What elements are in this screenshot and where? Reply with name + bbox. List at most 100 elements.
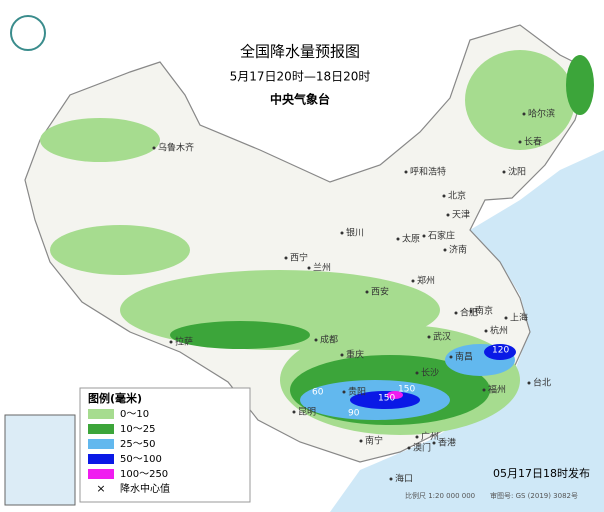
city-label: 香港 (438, 437, 456, 449)
city-dot (422, 234, 426, 238)
rain-area (170, 321, 310, 349)
city-dot (404, 170, 408, 174)
city-label: 成都 (320, 334, 338, 346)
city-label: 台北 (533, 377, 551, 389)
city-label: 济南 (449, 244, 467, 256)
title: 全国降水量预报图 (240, 43, 360, 61)
legend-swatch (88, 469, 114, 479)
city-dot (307, 266, 311, 270)
city-label: 乌鲁木齐 (158, 142, 194, 154)
legend-swatch (88, 424, 114, 434)
city-label: 西安 (371, 286, 389, 298)
legend-label: 25～50 (120, 439, 155, 450)
city-label: 昆明 (298, 407, 316, 418)
city-label: 西宁 (290, 252, 308, 264)
city-label: 上海 (510, 312, 528, 324)
legend-label: 0～10 (120, 409, 149, 420)
city-dot (284, 256, 288, 260)
city-dot (389, 477, 393, 481)
city-dot (415, 371, 419, 375)
city-label: 合肥 (460, 307, 478, 319)
rain-areas (40, 50, 594, 435)
city-dot (292, 410, 296, 414)
city-dot (484, 329, 488, 333)
center-value: 150 (378, 394, 395, 404)
city-label: 南宁 (365, 435, 383, 447)
city-label: 沈阳 (508, 166, 526, 178)
center-value: 90 (348, 409, 360, 419)
city-dot (443, 248, 447, 252)
rain-area (465, 50, 575, 150)
scale: 比例尺 1:20 000 000 (405, 491, 475, 500)
rain-area (40, 118, 160, 162)
city-dot (454, 311, 458, 315)
subtitle: 5月17日20时—18日20时 (230, 70, 371, 84)
legend-label: 100～250 (120, 469, 168, 480)
legend-swatch (88, 409, 114, 419)
city-dot (169, 340, 173, 344)
city-dot (359, 439, 363, 443)
city-label: 海口 (395, 473, 413, 485)
city-label: 兰州 (313, 262, 331, 274)
city-dot (411, 279, 415, 283)
city-label: 呼和浩特 (410, 166, 446, 178)
city-dot (314, 338, 318, 342)
city-label: 南昌 (455, 351, 473, 363)
map-number: 审图号: GS (2019) 3082号 (490, 491, 578, 500)
legend: 0～10 10～25 25～50 50～100 100～250 × 降水中心值 (88, 409, 170, 495)
city-label: 天津 (452, 210, 470, 221)
city-dot (522, 112, 526, 116)
city-dot (340, 231, 344, 235)
city-label: 武汉 (433, 331, 451, 343)
legend-swatch (88, 454, 114, 464)
city-dot (342, 390, 346, 394)
city-dot (432, 441, 436, 445)
city-dot (442, 194, 446, 198)
city-label: 太原 (402, 233, 420, 245)
center-value: 60 (312, 388, 324, 398)
city-label: 石家庄 (428, 230, 455, 242)
city-label: 郑州 (417, 275, 435, 287)
city-label: 杭州 (490, 325, 508, 337)
city-dot (527, 381, 531, 385)
city-label: 长沙 (421, 367, 439, 379)
city-dot (502, 170, 506, 174)
issuer: 中央气象台 (270, 92, 330, 107)
city-label: 澳门 (413, 442, 431, 454)
legend-marker: × (96, 482, 105, 495)
city-label: 重庆 (346, 349, 364, 361)
city-dot (449, 355, 453, 359)
rain-area (566, 55, 594, 115)
city-label: 贵阳 (348, 386, 366, 398)
legend-swatch (88, 439, 114, 449)
legend-label: 50～100 (120, 454, 162, 465)
legend-label: 降水中心值 (120, 482, 170, 495)
legend-label: 10～25 (120, 424, 155, 435)
issued-time: 05月17日18时发布 (493, 466, 590, 480)
city-label: 哈尔滨 (528, 108, 555, 120)
city-dot (152, 146, 156, 150)
city-label: 福州 (488, 384, 506, 396)
city-label: 银川 (346, 227, 364, 239)
city-dot (518, 140, 522, 144)
city-dot (365, 290, 369, 294)
city-label: 南京 (475, 305, 493, 317)
rain-area (484, 344, 516, 360)
rain-area (50, 225, 190, 275)
city-label: 长春 (524, 136, 542, 148)
city-dot (407, 446, 411, 450)
city-dot (469, 309, 473, 313)
city-dot (504, 316, 508, 320)
logo (10, 15, 46, 51)
sea (330, 150, 604, 512)
city-label: 北京 (448, 190, 466, 202)
city-dot (427, 335, 431, 339)
south-sea-inset (4, 414, 76, 506)
city-dot (396, 237, 400, 241)
city-dot (446, 213, 450, 217)
city-label: 广州 (421, 431, 439, 443)
city-dot (415, 435, 419, 439)
